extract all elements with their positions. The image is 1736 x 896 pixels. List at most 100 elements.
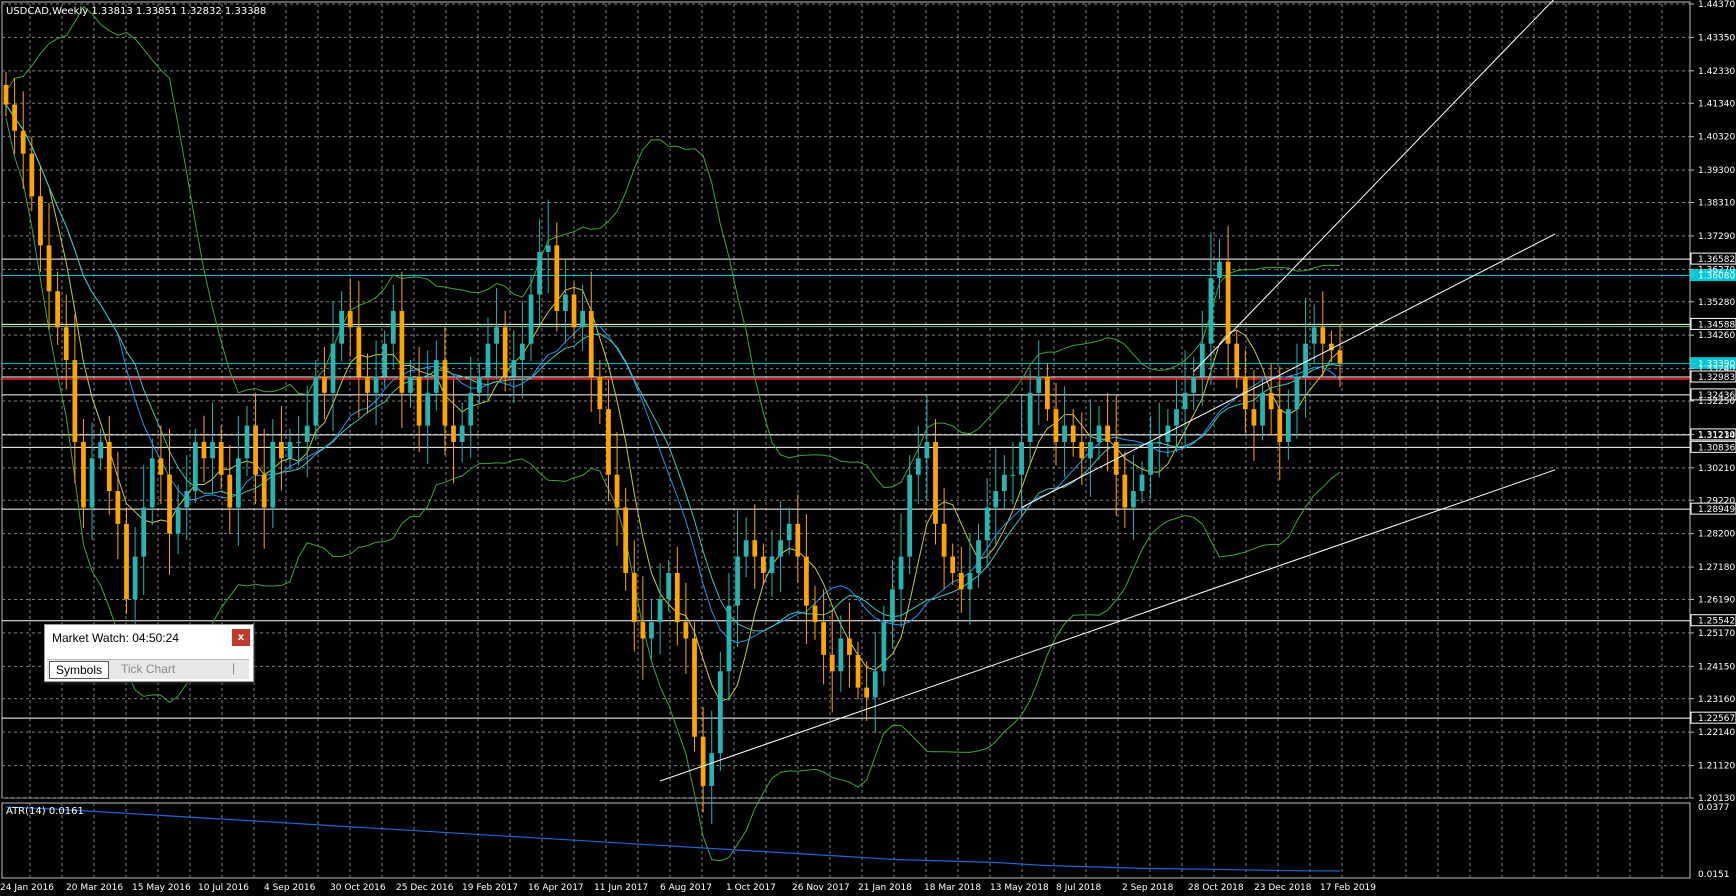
candle-body (890, 589, 895, 623)
candle-body (1027, 392, 1033, 442)
candle-body (1199, 343, 1205, 377)
price-tick-label: 1.41340 (1698, 99, 1735, 109)
candle-body (382, 343, 388, 377)
candle-body (304, 425, 310, 442)
candle-body (958, 572, 964, 590)
time-tick-label: 6 Aug 2017 (660, 883, 712, 893)
price-tick-label: 1.38310 (1698, 199, 1735, 209)
candle-body (270, 441, 276, 508)
candle-body (812, 605, 818, 623)
candle-body (399, 310, 405, 393)
candle-body (924, 441, 930, 459)
candle-body (451, 425, 456, 442)
channel-line (659, 469, 1556, 782)
candle-body (29, 153, 35, 197)
level-label: 1.25542 (1698, 617, 1735, 627)
candle-body (1285, 409, 1291, 442)
candle-body (752, 540, 758, 557)
atr-header: ATR(14) 0.0161 (6, 806, 84, 817)
candle-body (1045, 376, 1050, 410)
time-tick-label: 8 Jul 2018 (1056, 883, 1101, 893)
candle-body (1311, 327, 1317, 344)
candle-body (1053, 409, 1059, 442)
level-label-box (1690, 370, 1736, 383)
price-tick-label: 1.28200 (1698, 530, 1735, 540)
candle-body (511, 360, 517, 377)
candle-body (898, 556, 904, 590)
candle-body (1294, 376, 1300, 410)
price-tick-label: 1.36270 (1698, 265, 1735, 275)
candle-body (1208, 278, 1214, 344)
candle-body (563, 294, 568, 311)
price-tick-label: 1.44370 (1698, 0, 1735, 10)
candle-body (149, 458, 155, 508)
close-button[interactable]: x (232, 629, 250, 646)
candle-body (1036, 376, 1042, 393)
candle-body (1303, 343, 1308, 377)
candle-body (287, 441, 293, 459)
horizontal-levels[interactable]: 1.36582 1.36080 1.34588 1.33390 1.32983 1.324… (2, 252, 1736, 724)
price-tick-label: 1.22140 (1698, 728, 1735, 738)
price-tick-label: 1.42330 (1698, 67, 1735, 77)
candle-body (1251, 409, 1257, 426)
candle-body (915, 458, 921, 475)
level-label: 1.32436 (1698, 391, 1735, 401)
tab-symbols[interactable]: Symbols (49, 661, 110, 679)
candle-body (236, 458, 241, 508)
candle-body (804, 556, 809, 606)
candle-body (580, 310, 585, 328)
candle-body (692, 638, 697, 737)
candle-body (1329, 343, 1334, 351)
candle-body (55, 291, 61, 328)
price-tick-label: 1.43350 (1698, 33, 1735, 43)
candle-body (184, 491, 190, 508)
candle-body (244, 425, 250, 459)
candle-body (683, 622, 689, 639)
level-label-box (1690, 388, 1736, 401)
candle-body (1131, 491, 1136, 508)
price-tick-label: 1.23160 (1698, 695, 1735, 705)
candle-body (459, 425, 465, 442)
market-watch-tabs: Symbols Tick Chart | (47, 659, 249, 679)
level-label: 1.36582 (1698, 255, 1735, 265)
price-tick-label: 1.32250 (1698, 397, 1735, 407)
price-axis: 1.44370 1.43350 1.42330 1.41340 1.40320 1.393… (1690, 0, 1735, 880)
trend-channel[interactable] (659, 0, 1556, 782)
candle-body (1096, 425, 1102, 442)
candle-body (356, 327, 362, 377)
candle-body (666, 572, 672, 600)
candle-body (1277, 409, 1283, 442)
candle-body (1217, 261, 1222, 279)
candle-body (976, 540, 981, 573)
candle-body (1165, 425, 1171, 442)
time-axis: 24 Jan 2016 20 Mar 2016 15 May 2016 10 Jul … (0, 883, 1376, 893)
price-tick-label: 1.34260 (1698, 331, 1735, 341)
candle-body (494, 327, 499, 344)
market-watch-panel[interactable]: Market Watch: 04:50:24 x Symbols Tick Ch… (44, 624, 254, 682)
candle-body (141, 507, 147, 557)
ma-fast (5, 104, 1341, 702)
candle-body (571, 294, 577, 328)
candle-body (1268, 392, 1274, 410)
main-frame (1, 1, 1691, 799)
candle-body (468, 392, 474, 426)
time-tick-label: 20 Mar 2016 (66, 883, 123, 893)
candle-body (1260, 392, 1265, 426)
candle-body (253, 425, 258, 475)
time-tick-label: 17 Feb 2019 (1320, 883, 1376, 893)
candle-body (20, 130, 26, 154)
candlesticks (3, 71, 1343, 825)
tab-tick-chart[interactable]: Tick Chart (121, 662, 176, 676)
candle-body (1088, 441, 1093, 459)
candle-body (158, 458, 164, 475)
time-tick-label: 30 Oct 2016 (330, 883, 386, 893)
candle-body (631, 572, 637, 623)
candle-body (1182, 392, 1188, 410)
candle-body (339, 310, 345, 344)
time-tick-label: 24 Jan 2016 (0, 883, 54, 893)
level-label: 1.32983 (1698, 373, 1735, 383)
level-label-box (1690, 252, 1736, 265)
candle-body (502, 327, 508, 377)
candle-body (907, 474, 913, 557)
